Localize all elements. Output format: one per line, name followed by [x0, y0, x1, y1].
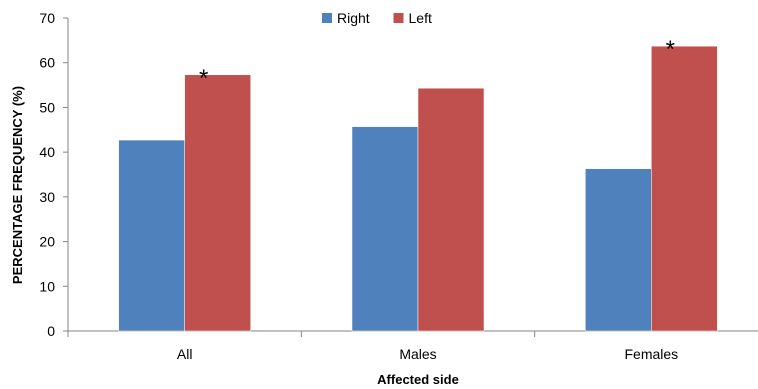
legend-label-right: Right — [337, 10, 370, 26]
y-tick-label: 50 — [39, 99, 55, 115]
x-axis-title: Affected side — [377, 372, 459, 387]
y-tick-label: 30 — [39, 189, 55, 205]
bar-right-males — [351, 126, 419, 332]
legend-label-left: Left — [409, 10, 432, 26]
significance-markers: ** — [199, 36, 675, 92]
x-axis: All Males Females — [67, 330, 758, 362]
legend-swatch-right — [322, 13, 332, 23]
bar-left-all — [184, 74, 251, 332]
significance-marker: * — [199, 65, 208, 92]
bar-right-all — [118, 139, 185, 332]
y-tick-label: 60 — [39, 55, 55, 71]
y-tick-label: 0 — [47, 323, 55, 339]
bar-right-females — [585, 168, 652, 332]
x-tick-label: Males — [399, 346, 436, 362]
y-tick-label: 40 — [39, 144, 55, 160]
significance-marker: * — [666, 36, 675, 63]
legend-swatch-left — [393, 13, 404, 23]
y-tick-label: 70 — [39, 10, 55, 26]
bar-left-males — [417, 87, 485, 332]
bar-left-females — [651, 45, 718, 332]
y-axis-title: PERCENTAGE FREQUENCY (%) — [10, 86, 25, 284]
y-axis: 0 10 20 30 40 50 60 70 — [39, 10, 69, 339]
x-tick-label: Females — [624, 346, 678, 362]
y-tick-label: 20 — [39, 234, 55, 250]
bars — [118, 45, 718, 332]
y-tick-label: 10 — [39, 278, 55, 294]
legend: Right Left — [322, 10, 432, 26]
x-tick-label: All — [177, 346, 193, 362]
